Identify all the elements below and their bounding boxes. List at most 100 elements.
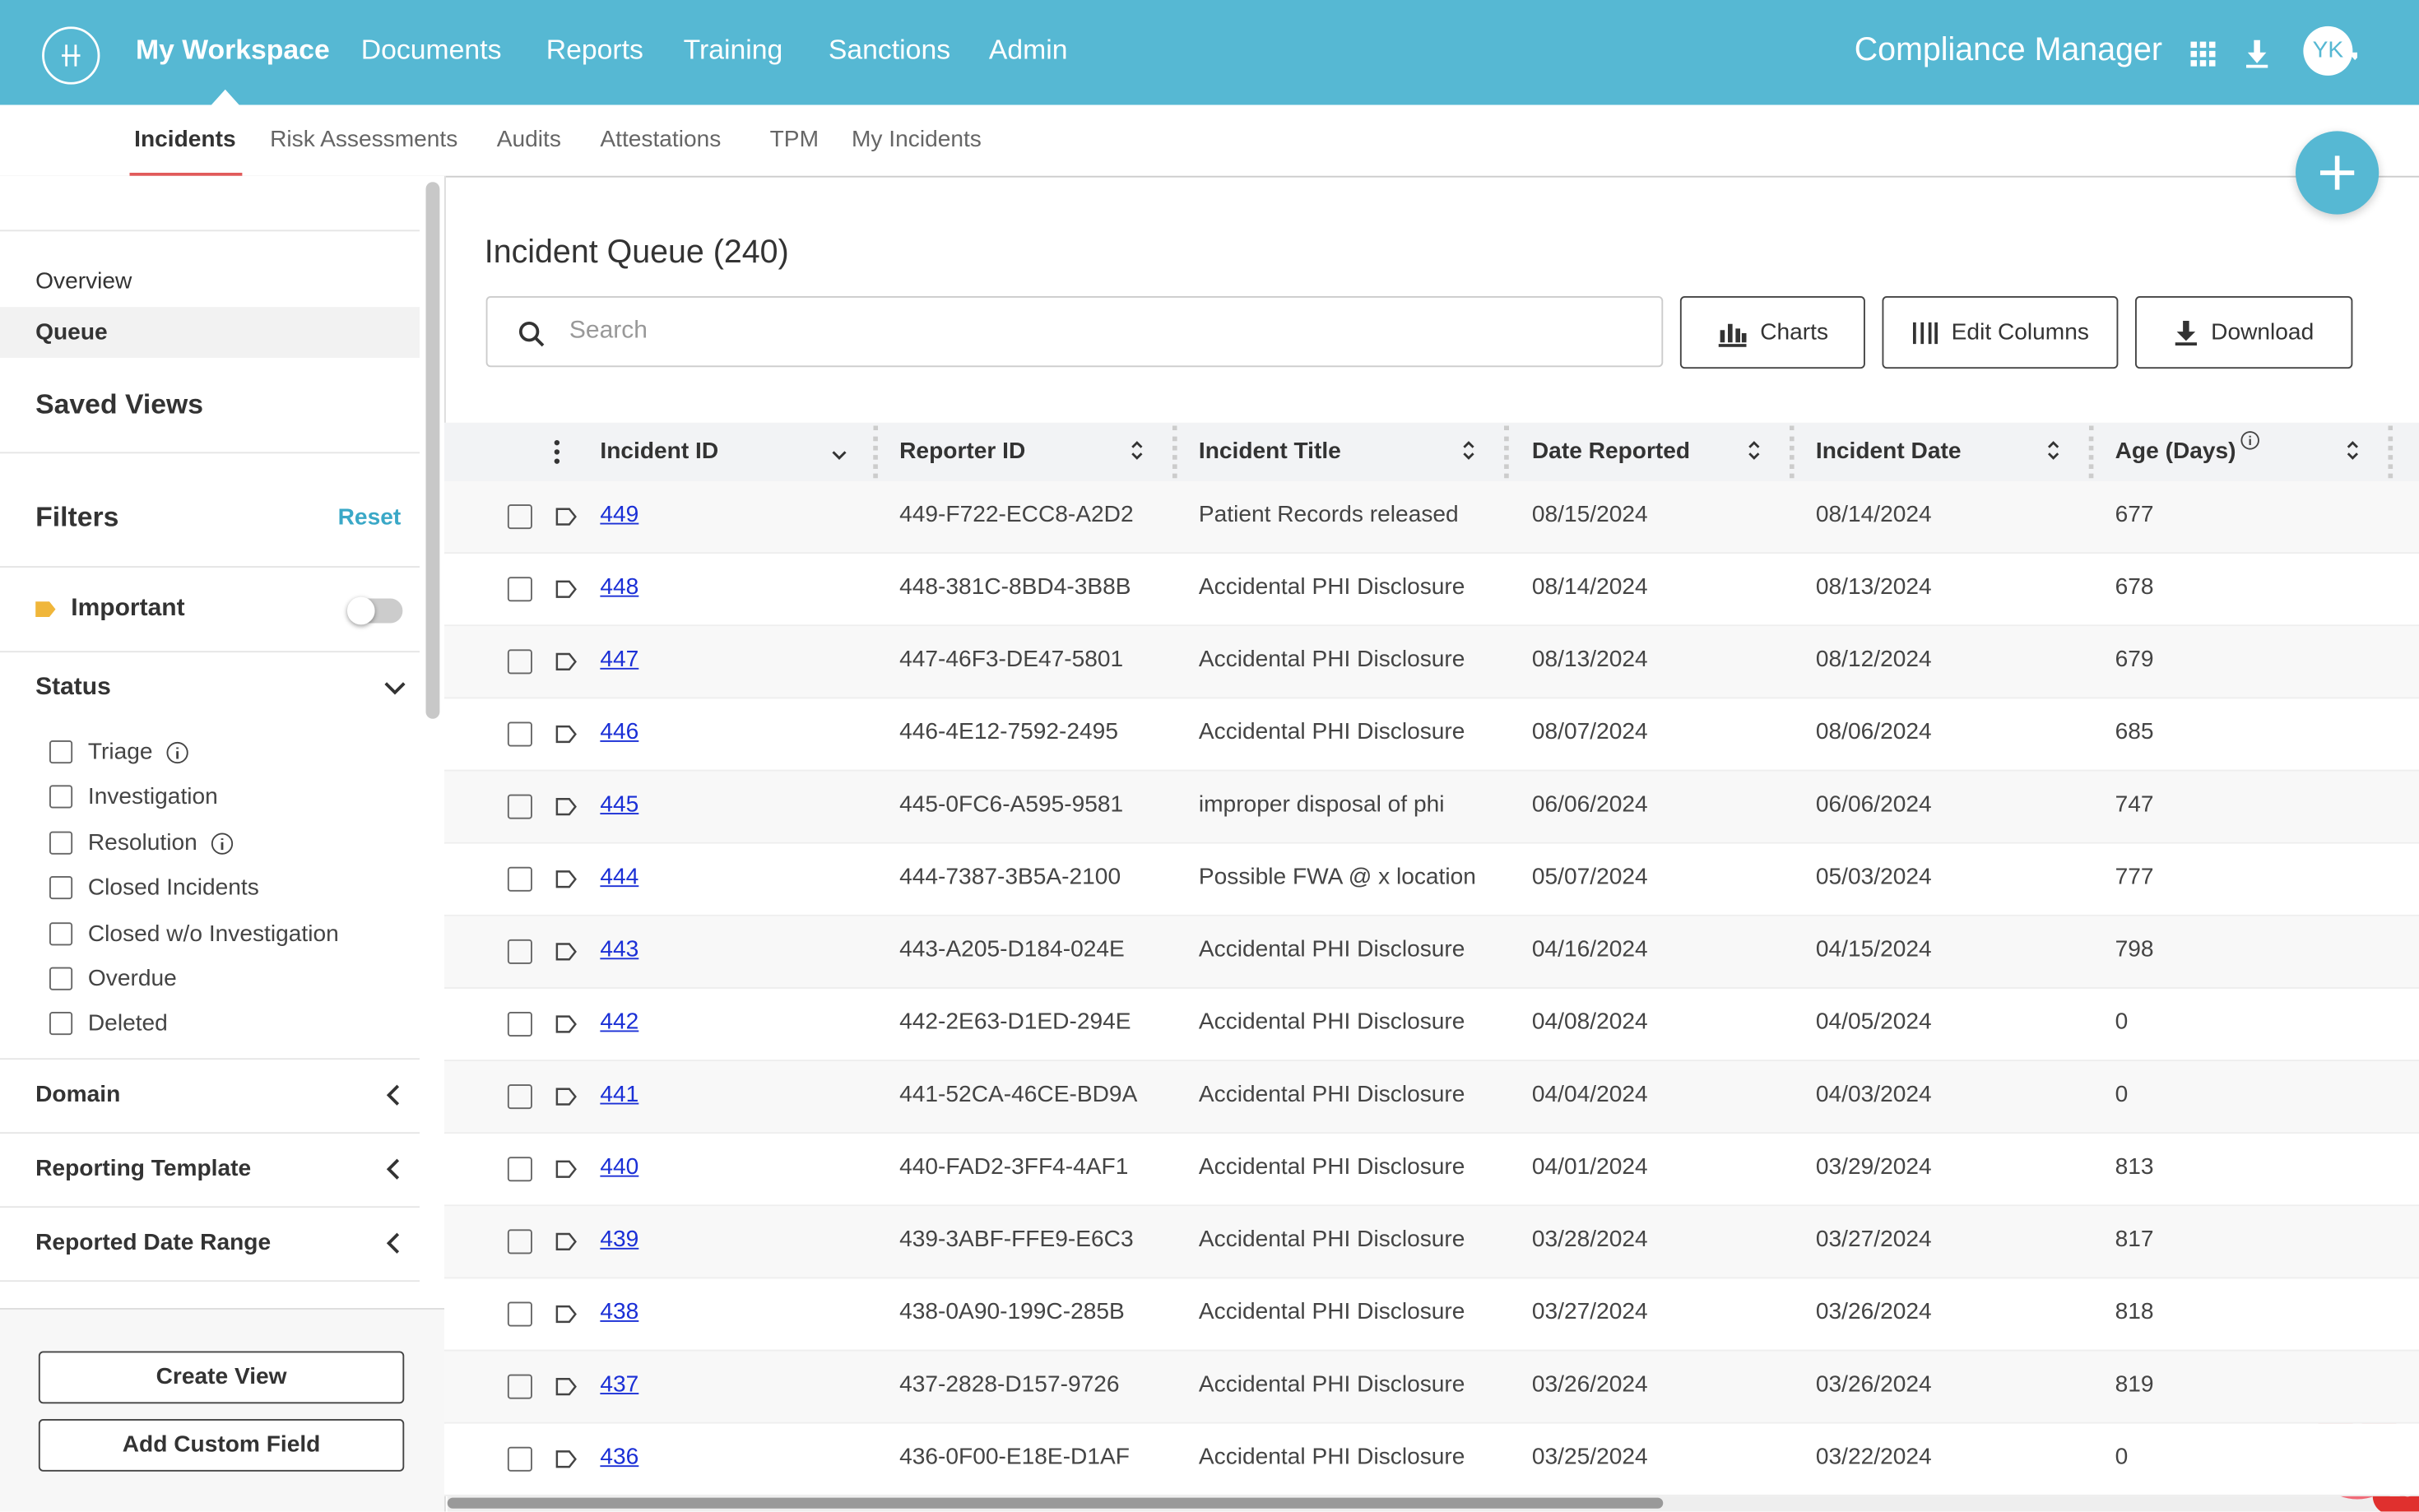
search-box[interactable]: Search xyxy=(485,296,1664,368)
filter-section[interactable]: Reporting Template xyxy=(35,1155,252,1182)
filter-section[interactable]: Domain xyxy=(35,1081,121,1108)
status-checkbox[interactable] xyxy=(49,921,73,945)
sub-nav-item[interactable]: TPM xyxy=(769,126,819,153)
sidebar-link[interactable]: Queue xyxy=(35,319,108,346)
tag-icon[interactable] xyxy=(555,1086,577,1114)
row-checkbox[interactable] xyxy=(507,649,532,675)
incident-link[interactable]: 440 xyxy=(600,1153,639,1180)
avatar[interactable]: YK xyxy=(2303,26,2353,76)
column-header[interactable]: Incident Title xyxy=(1198,438,1341,465)
sidebar-button[interactable]: Add Custom Field xyxy=(38,1419,405,1472)
column-menu[interactable] xyxy=(550,438,565,466)
row-checkbox[interactable] xyxy=(507,1446,532,1472)
incident-link[interactable]: 449 xyxy=(600,501,639,528)
tag-icon[interactable] xyxy=(555,796,577,824)
tag-icon[interactable] xyxy=(555,869,577,897)
incident-link[interactable]: 438 xyxy=(600,1298,639,1325)
button-label: Download xyxy=(2211,319,2315,346)
tag-icon[interactable] xyxy=(555,1449,577,1477)
reset-link[interactable]: Reset xyxy=(337,504,402,531)
row-checkbox[interactable] xyxy=(507,939,532,964)
sub-nav-item[interactable]: Incidents xyxy=(134,126,236,153)
row-checkbox[interactable] xyxy=(507,1229,532,1255)
sidebar-link[interactable]: Overview xyxy=(35,268,132,295)
nav-item[interactable]: Admin xyxy=(988,34,1068,65)
status-option[interactable]: Resolution xyxy=(87,829,197,856)
sub-nav-item[interactable]: Attestations xyxy=(600,126,722,153)
toolbar-button[interactable]: Charts xyxy=(1679,296,1865,369)
nav-item[interactable]: Reports xyxy=(546,34,643,65)
status-option[interactable]: Overdue xyxy=(87,965,177,992)
sub-nav-item[interactable]: My Incidents xyxy=(852,126,982,153)
sub-nav-item[interactable]: Audits xyxy=(496,126,561,153)
saved-views[interactable]: Saved Views xyxy=(35,388,204,420)
sort-icon[interactable] xyxy=(2045,439,2061,469)
tag-icon[interactable] xyxy=(555,1158,577,1186)
status-option[interactable]: Closed w/o Investigation xyxy=(87,920,339,947)
row-checkbox[interactable] xyxy=(507,577,532,602)
sidebar-button[interactable]: Create View xyxy=(38,1351,405,1404)
tag-icon[interactable] xyxy=(555,651,577,679)
incident-link[interactable]: 443 xyxy=(600,936,639,962)
logo[interactable] xyxy=(40,25,102,86)
important-toggle[interactable] xyxy=(346,596,403,625)
column-header[interactable]: Reporter ID xyxy=(899,438,1026,465)
incident-link[interactable]: 446 xyxy=(600,718,639,745)
tag-icon[interactable] xyxy=(555,1013,577,1041)
column-header[interactable]: Incident Date xyxy=(1815,438,1962,465)
status-option[interactable]: Closed Incidents xyxy=(87,874,259,902)
row-checkbox[interactable] xyxy=(507,1012,532,1037)
status-checkbox[interactable] xyxy=(49,831,73,855)
sort-icon[interactable] xyxy=(830,444,849,472)
nav-item[interactable]: My Workspace xyxy=(136,34,330,65)
column-header[interactable]: Age (Days) xyxy=(2115,438,2236,465)
row-checkbox[interactable] xyxy=(507,794,532,819)
incident-link[interactable]: 437 xyxy=(600,1371,639,1398)
nav-item[interactable]: Documents xyxy=(360,34,502,65)
row-checkbox[interactable] xyxy=(507,504,532,530)
sort-icon[interactable] xyxy=(1130,439,1145,469)
status-option[interactable]: Deleted xyxy=(87,1010,168,1037)
status-checkbox[interactable] xyxy=(49,740,73,764)
sort-icon[interactable] xyxy=(1461,439,1477,469)
status-checkbox[interactable] xyxy=(49,1012,73,1036)
row-checkbox[interactable] xyxy=(507,866,532,892)
column-header[interactable]: Incident ID xyxy=(600,438,719,465)
incident-link[interactable]: 436 xyxy=(600,1444,639,1470)
tag-icon[interactable] xyxy=(555,1231,577,1259)
sort-icon[interactable] xyxy=(1747,439,1762,469)
incident-link[interactable]: 447 xyxy=(600,646,639,673)
incident-link[interactable]: 439 xyxy=(600,1226,639,1253)
row-checkbox[interactable] xyxy=(507,721,532,747)
tag-icon[interactable] xyxy=(555,1303,577,1331)
tag-icon[interactable] xyxy=(555,578,577,606)
nav-item[interactable]: Training xyxy=(683,34,783,65)
incident-link[interactable]: 448 xyxy=(600,573,639,601)
status-checkbox[interactable] xyxy=(49,786,73,809)
filter-section[interactable]: Reported Date Range xyxy=(35,1229,272,1256)
status-checkbox[interactable] xyxy=(49,967,73,990)
nav-item[interactable]: Sanctions xyxy=(828,34,951,65)
tag-icon[interactable] xyxy=(555,723,577,751)
row-checkbox[interactable] xyxy=(507,1301,532,1327)
status-option[interactable]: Triage xyxy=(87,739,153,765)
status-checkbox[interactable] xyxy=(49,876,73,900)
status-heading[interactable]: Status xyxy=(35,674,111,701)
column-header[interactable]: Date Reported xyxy=(1531,438,1691,465)
sub-nav-item[interactable]: Risk Assessments xyxy=(270,126,458,153)
toolbar-button[interactable]: Edit Columns xyxy=(1882,296,2119,369)
toolbar-button[interactable]: Download xyxy=(2135,296,2353,369)
incident-link[interactable]: 442 xyxy=(600,1009,639,1036)
incident-link[interactable]: 441 xyxy=(600,1081,639,1108)
incident-link[interactable]: 444 xyxy=(600,864,639,890)
tag-icon[interactable] xyxy=(555,506,577,534)
tag-icon[interactable] xyxy=(555,941,577,969)
row-checkbox[interactable] xyxy=(507,1157,532,1182)
status-option[interactable]: Investigation xyxy=(87,784,218,811)
row-checkbox[interactable] xyxy=(507,1084,532,1110)
row-checkbox[interactable] xyxy=(507,1374,532,1399)
incident-link[interactable]: 445 xyxy=(600,791,639,818)
tag-icon[interactable] xyxy=(555,1376,577,1404)
sort-icon[interactable] xyxy=(2345,439,2361,469)
add-button[interactable] xyxy=(2296,131,2380,215)
